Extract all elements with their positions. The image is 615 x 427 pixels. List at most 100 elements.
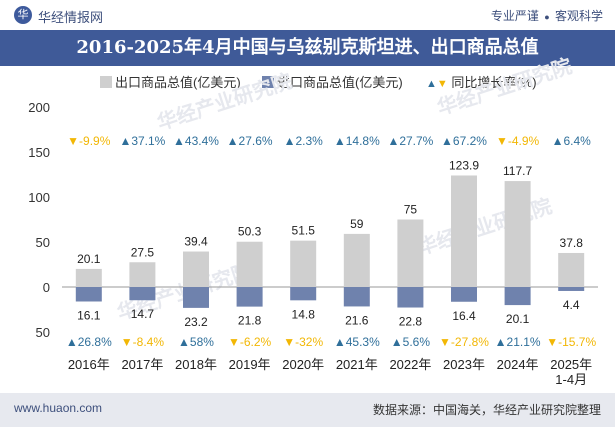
x-tick-label: 1-4月 xyxy=(555,372,587,387)
brand-name[interactable]: 华经情报网 xyxy=(38,10,104,25)
export-bar xyxy=(397,219,424,287)
export-value-label: 20.1 xyxy=(77,252,101,266)
x-tick-label: 2025年 xyxy=(550,357,592,372)
triangle-up-icon: ▲ xyxy=(426,78,437,90)
export-bar xyxy=(236,241,263,287)
y-tick-label: 50 xyxy=(36,235,50,250)
import-value-label: 23.2 xyxy=(184,315,208,329)
export-value-label: 117.7 xyxy=(503,164,532,178)
tag-professional: 专业严谨 xyxy=(490,9,539,23)
import-value-label: 22.8 xyxy=(399,315,423,329)
footer-website[interactable]: www.huaon.com xyxy=(14,401,103,415)
export-growth-label: ▲6.4% xyxy=(552,134,592,148)
legend-growth: ▲▼ 同比增长率(%) xyxy=(426,72,537,91)
import-value-label: 14.8 xyxy=(292,307,316,321)
export-bar xyxy=(504,181,531,287)
brand-tags: 专业严谨 ● 客观科学 xyxy=(489,7,603,24)
import-bar xyxy=(290,287,317,301)
tag-objective: 客观科学 xyxy=(554,9,603,23)
triangle-down-icon: ▼ xyxy=(436,78,448,90)
import-value-label: 4.4 xyxy=(563,298,580,312)
export-growth-label: ▼-4.9% xyxy=(496,134,540,148)
import-bar xyxy=(236,287,263,307)
legend-export-swatch xyxy=(100,76,112,88)
footer-source: 数据来源：中国海关，华经产业研究院整理 xyxy=(372,403,601,417)
legend-import: 进口商品总值(亿美元) xyxy=(262,72,403,91)
export-value-label: 123.9 xyxy=(449,158,479,172)
legend-import-swatch xyxy=(262,76,274,88)
x-tick-label: 2017年 xyxy=(121,357,163,372)
export-bar xyxy=(343,233,370,287)
export-growth-label: ▲27.6% xyxy=(227,134,273,148)
export-bar xyxy=(451,175,477,287)
x-tick-label: 2019年 xyxy=(229,357,271,372)
export-value-label: 51.5 xyxy=(292,224,316,238)
import-growth-label: ▲58% xyxy=(178,335,214,349)
top-bar: 华 华经情报网 专业严谨 ● 客观科学 xyxy=(0,0,615,30)
import-growth-label: ▼-8.4% xyxy=(121,335,165,349)
import-value-label: 21.8 xyxy=(238,314,262,328)
chart-title: 2016-2025年4月中国与乌兹别克斯坦进、出口商品总值 xyxy=(0,30,615,66)
x-tick-label: 2016年 xyxy=(68,357,110,372)
export-value-label: 37.8 xyxy=(560,236,584,250)
x-tick-label: 2023年 xyxy=(443,357,485,372)
export-bar xyxy=(558,252,585,287)
export-value-label: 75 xyxy=(404,203,418,217)
export-bar xyxy=(290,240,317,287)
footer: www.huaon.com 数据来源：中国海关，华经产业研究院整理 xyxy=(0,393,615,427)
import-value-label: 14.7 xyxy=(131,307,155,321)
y-tick-label: 0 xyxy=(43,280,50,295)
export-growth-label: ▲14.8% xyxy=(334,134,380,148)
legend-import-label: 进口商品总值(亿美元) xyxy=(277,75,403,90)
x-tick-label: 2021年 xyxy=(336,357,378,372)
watermark-text: 华经产业研究院 xyxy=(154,69,295,135)
export-growth-label: ▲2.3% xyxy=(284,134,324,148)
import-bar xyxy=(504,287,531,306)
legend-growth-label: 同比增长率(%) xyxy=(451,75,537,90)
import-bar xyxy=(558,287,585,291)
import-growth-label: ▲26.8% xyxy=(66,335,112,349)
x-tick-label: 2024年 xyxy=(497,357,539,372)
export-growth-label: ▼-9.9% xyxy=(67,134,111,148)
legend-export: 出口商品总值(亿美元) xyxy=(100,72,241,91)
export-bar xyxy=(183,251,209,287)
chart-legend: 出口商品总值(亿美元) 进口商品总值(亿美元) ▲▼ 同比增长率(%) xyxy=(0,72,615,90)
watermark-text: 华经产业研究院 xyxy=(414,194,555,260)
export-value-label: 27.5 xyxy=(131,245,155,259)
y-tick-label: 100 xyxy=(28,190,50,205)
import-bar xyxy=(451,287,477,302)
export-growth-label: ▲67.2% xyxy=(441,134,487,148)
export-bar xyxy=(75,268,102,287)
import-growth-label: ▲21.1% xyxy=(495,335,541,349)
export-value-label: 59 xyxy=(350,217,364,231)
y-tick-label: 200 xyxy=(28,100,50,115)
x-tick-label: 2022年 xyxy=(389,357,431,372)
tag-separator: ● xyxy=(544,12,550,22)
y-tick-label: 50 xyxy=(36,325,50,340)
import-growth-label: ▼-6.2% xyxy=(228,335,272,349)
import-value-label: 21.6 xyxy=(345,313,369,327)
x-tick-label: 2020年 xyxy=(282,357,324,372)
export-growth-label: ▲27.7% xyxy=(387,134,433,148)
export-bar xyxy=(129,262,156,287)
import-value-label: 16.4 xyxy=(452,309,476,323)
import-growth-label: ▼-27.8% xyxy=(439,335,489,349)
export-growth-label: ▲43.4% xyxy=(173,134,219,148)
import-bar xyxy=(343,287,370,307)
import-value-label: 20.1 xyxy=(506,312,530,326)
brand-logo-icon: 华 xyxy=(14,6,32,24)
y-tick-label: 150 xyxy=(28,145,50,160)
import-bar xyxy=(129,287,156,301)
import-growth-label: ▼-32% xyxy=(283,335,323,349)
x-tick-label: 2018年 xyxy=(175,357,217,372)
import-growth-label: ▲5.6% xyxy=(391,335,431,349)
watermark-text: 华经产业研究院 xyxy=(434,54,575,120)
import-growth-label: ▲45.3% xyxy=(334,335,380,349)
export-growth-label: ▲37.1% xyxy=(119,134,165,148)
import-bar xyxy=(397,287,424,308)
import-growth-label: ▼-15.7% xyxy=(546,335,596,349)
import-bar xyxy=(183,287,209,308)
export-value-label: 39.4 xyxy=(184,235,208,249)
import-bar xyxy=(75,287,102,302)
